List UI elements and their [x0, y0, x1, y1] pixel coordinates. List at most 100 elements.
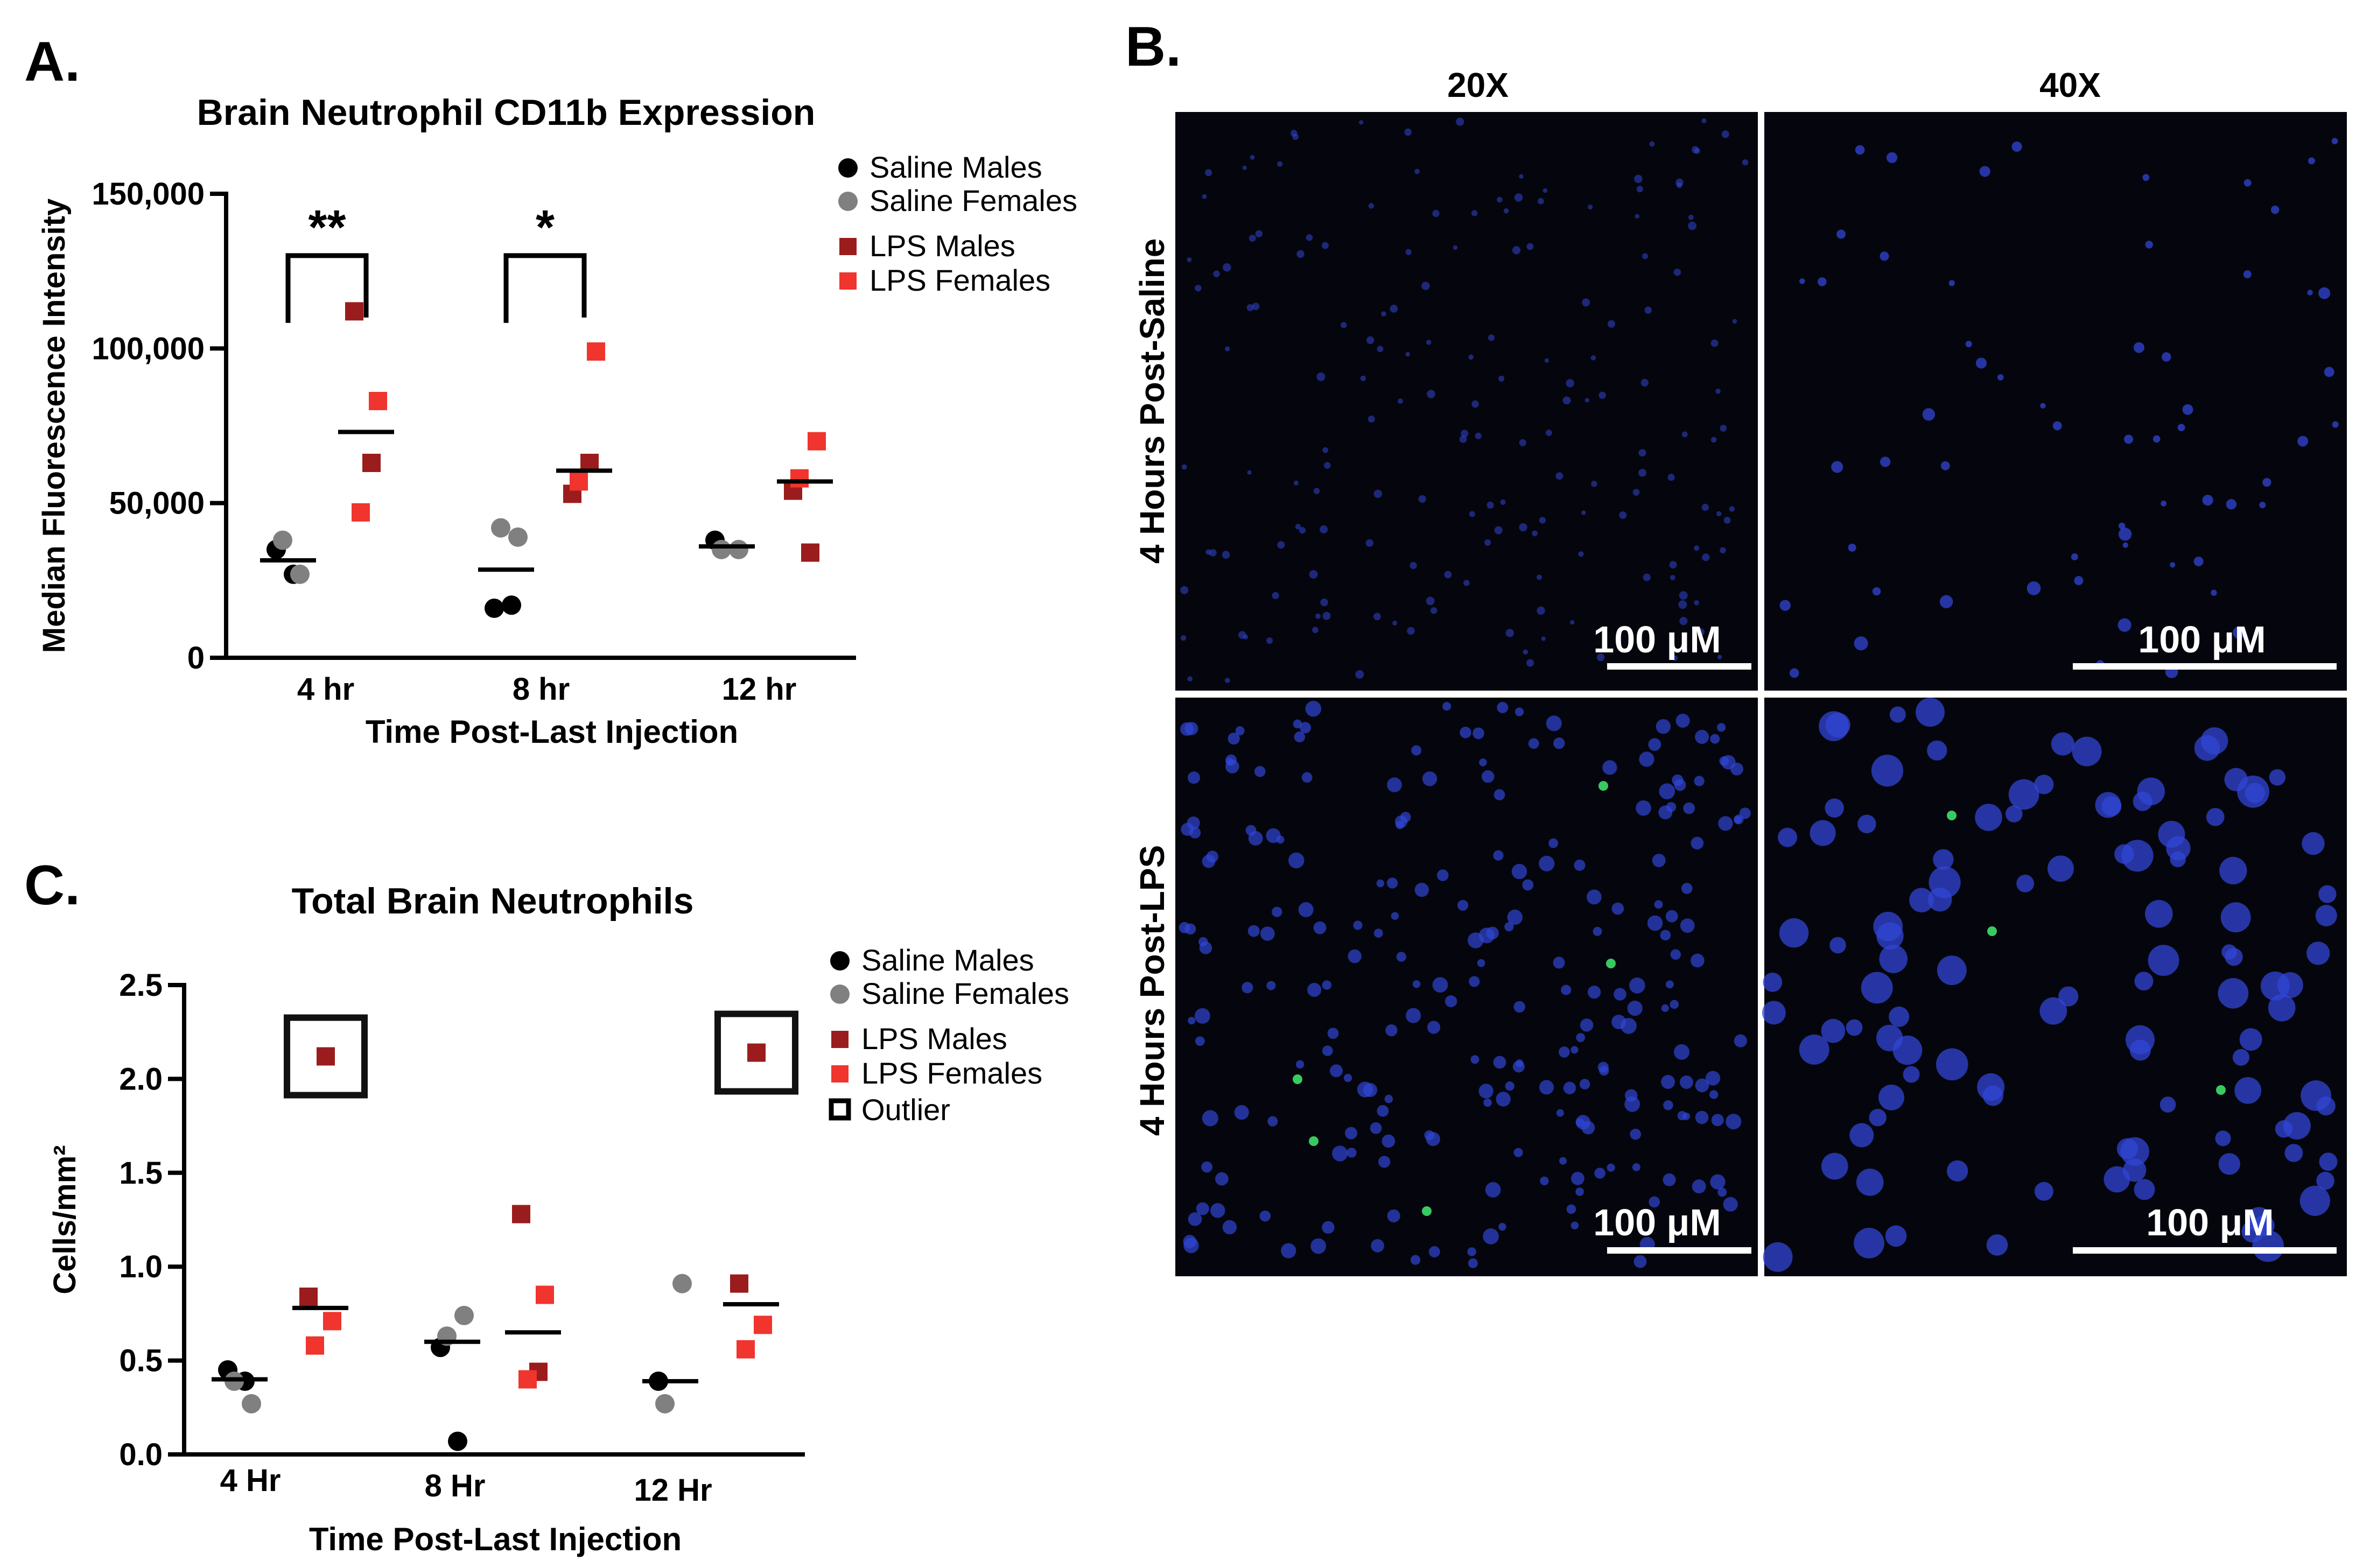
cell-nucleus: [2193, 557, 2204, 566]
cell-nucleus: [1652, 854, 1666, 867]
cell-nucleus: [1496, 1092, 1511, 1107]
cell-nucleus: [1234, 1105, 1249, 1120]
data-point-square: [345, 302, 363, 321]
cell-nucleus: [1937, 955, 1967, 986]
cell-nucleus: [1329, 1064, 1343, 1078]
cell-nuclei-layer: [1179, 117, 2339, 1272]
cell-nucleus: [1739, 807, 1751, 819]
cell-nucleus: [1322, 447, 1329, 453]
data-point-circle: [242, 1394, 261, 1414]
cell-nucleus: [1523, 649, 1528, 655]
cell-nucleus: [1382, 1134, 1396, 1148]
cell-nucleus: [1730, 762, 1743, 776]
cell-nucleus: [1421, 282, 1430, 290]
panel-a-chart: Brain Neutrophil CD11b Expression 0 50,000…: [37, 92, 856, 750]
cell-nucleus: [1561, 985, 1572, 995]
cell-nucleus: [1201, 1161, 1212, 1173]
cell-nucleus: [1810, 820, 1836, 846]
cell-nucleus: [1854, 1228, 1884, 1258]
cell-nucleus: [1180, 586, 1189, 594]
cell-nucleus: [2308, 157, 2315, 165]
cell-nucleus: [1629, 977, 1645, 994]
cell-nucleus: [1630, 1128, 1642, 1140]
cell-nucleus: [1254, 766, 1266, 777]
cell-nucleus: [1799, 1034, 1829, 1065]
cell-nucleus: [1307, 983, 1322, 997]
cell-nucleus: [1504, 922, 1514, 932]
cell-nucleus: [1195, 1036, 1205, 1046]
cell-nucleus: [1679, 591, 1688, 600]
cell-nucleus: [1213, 270, 1220, 278]
cell-nucleus: [1442, 702, 1452, 711]
cell-nucleus: [1673, 269, 1681, 276]
cell-nucleus: [1679, 617, 1688, 625]
cell-nucleus: [1598, 391, 1606, 399]
column-label-40x: 40X: [2039, 66, 2101, 104]
cell-nucleus: [1692, 146, 1699, 153]
cell-nucleus: [1347, 1148, 1357, 1158]
cell-nucleus: [1633, 1255, 1647, 1268]
cell-nucleus: [1272, 592, 1279, 600]
cell-nucleus: [1825, 798, 1844, 818]
cell-nucleus: [1259, 1210, 1271, 1222]
data-point-square: [790, 469, 809, 488]
cell-nucleus: [1621, 1018, 1637, 1034]
legend-marker: [839, 238, 857, 255]
cell-nucleus: [2145, 899, 2173, 928]
cell-nucleus: [1576, 1033, 1586, 1042]
cell-nucleus: [2040, 403, 2046, 409]
cell-nucleus: [1460, 727, 1471, 739]
cell-nucleus: [2262, 477, 2271, 487]
cell-nucleus: [1298, 902, 1314, 917]
cell-nucleus: [1582, 298, 1590, 307]
cell-nucleus: [1691, 953, 1705, 968]
cell-nucleus: [1294, 731, 1305, 743]
cell-nucleus: [1483, 1098, 1492, 1107]
data-point-square: [317, 1047, 335, 1066]
cell-nucleus: [1979, 166, 1990, 177]
cell-nucleus: [1831, 461, 1843, 473]
cell-nucleus: [1661, 1004, 1669, 1012]
data-point-circle: [712, 539, 731, 559]
cell-nucleus: [1461, 430, 1469, 438]
cell-nucleus: [1697, 628, 1705, 636]
cell-nucleus: [1513, 1001, 1525, 1013]
cell-nucleus: [2331, 138, 2338, 144]
cell-nucleus: [1485, 1182, 1501, 1198]
cell-nucleus: [2133, 342, 2145, 353]
cell-nucleus: [1225, 346, 1230, 351]
cell-nucleus: [1457, 899, 1469, 911]
cell-nucleus: [1638, 468, 1646, 477]
panel-label-b: B.: [1125, 16, 1181, 78]
cell-nucleus: [1215, 1172, 1229, 1186]
cell-nucleus: [2206, 807, 2225, 826]
cell-nucleus: [1327, 1028, 1339, 1039]
cell-nucleus: [1357, 1081, 1373, 1098]
cell-nucleus: [1293, 719, 1302, 729]
data-point-square: [306, 1336, 324, 1355]
cell-nucleus: [1694, 776, 1705, 786]
cell-nucleus: [1701, 118, 1707, 123]
cell-nucleus: [1514, 193, 1523, 202]
cell-nucleus: [1929, 866, 1961, 898]
gfp-signal: [1987, 926, 1997, 936]
cell-nucleus: [2316, 1171, 2334, 1190]
cell-nucleus: [1821, 1152, 1848, 1180]
cell-nucleus: [1638, 449, 1646, 457]
cell-nucleus: [1512, 246, 1521, 255]
cell-nucleus: [1477, 959, 1485, 967]
cell-nucleus: [1366, 336, 1375, 344]
cell-nucleus: [1566, 379, 1574, 388]
legend-marker: [831, 1065, 849, 1082]
cell-nucleus: [1410, 561, 1417, 569]
cell-nucleus: [1829, 937, 1846, 954]
cell-nucleus: [1519, 523, 1527, 532]
cell-nucleus: [1309, 570, 1318, 579]
cell-nucleus: [2307, 290, 2313, 296]
cell-nucleus: [1593, 926, 1602, 936]
cell-nucleus: [1188, 1017, 1196, 1025]
legend-marker: [838, 158, 858, 178]
cell-nucleus: [1252, 303, 1260, 311]
cell-nucleus: [1312, 627, 1319, 634]
